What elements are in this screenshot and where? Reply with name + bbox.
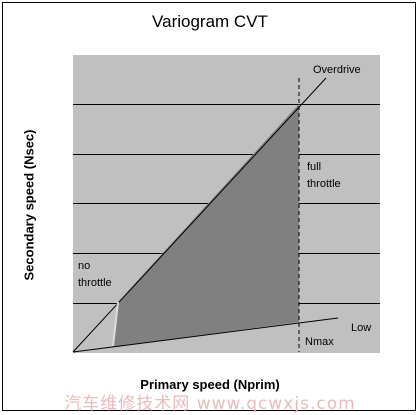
low-line <box>72 317 339 353</box>
low-label: Low <box>351 322 371 334</box>
overdrive-label: Overdrive <box>313 64 361 76</box>
x-axis-label: Primary speed (Nprim) <box>140 377 280 392</box>
no-throttle-label-line1: no <box>78 260 90 272</box>
full-throttle-label-line1: full <box>307 161 321 173</box>
nmax-label: Nmax <box>305 336 334 348</box>
overdrive-line <box>72 77 327 353</box>
no-throttle-label-line2: throttle <box>78 277 112 289</box>
full-throttle-label-line2: throttle <box>307 178 341 190</box>
watermark-text: 汽车维修技术网 www.qcwxjs.com <box>64 394 356 414</box>
operating-range-region <box>112 104 299 347</box>
diagram-title: Variogram CVT <box>152 12 268 31</box>
no-throttle-edge <box>112 301 119 347</box>
